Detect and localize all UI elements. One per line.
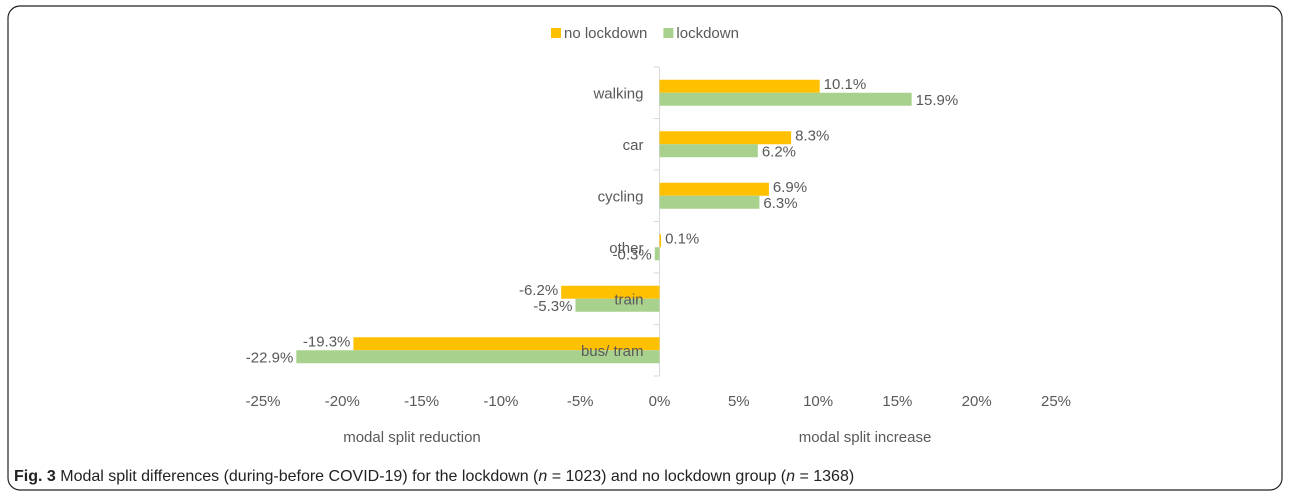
data-label: -5.3% — [533, 298, 572, 315]
data-label: -0.3% — [613, 247, 652, 264]
x-tick-label: -5% — [567, 393, 594, 410]
bar — [659, 131, 792, 145]
data-label: 6.9% — [773, 179, 807, 196]
x-tick-label: 20% — [962, 393, 992, 410]
bar — [659, 234, 662, 248]
data-label: 6.3% — [763, 195, 797, 212]
x-tick-label: -15% — [404, 393, 439, 410]
caption-text: = 1023) and no lockdown group ( — [547, 468, 787, 485]
y-tick-label: train — [614, 292, 643, 309]
frame — [7, 5, 1283, 491]
bar — [561, 285, 660, 299]
data-label: 8.3% — [795, 128, 829, 145]
caption-label: Fig. 3 — [14, 468, 56, 485]
legend-label: no lockdown — [564, 25, 647, 42]
legend-swatch — [663, 28, 674, 38]
data-label: -19.3% — [303, 334, 351, 351]
bar — [296, 350, 660, 364]
bar — [659, 92, 912, 106]
caption-text: n — [538, 468, 547, 485]
legend-label: lockdown — [676, 25, 739, 42]
y-tick-label: cycling — [598, 189, 644, 206]
y-tick-label: walking — [592, 86, 643, 103]
data-label: -22.9% — [246, 350, 294, 367]
x-tick-label: 0% — [649, 393, 671, 410]
bar — [575, 298, 660, 312]
x-tick-label: -10% — [483, 393, 518, 410]
x-tick-label: -20% — [325, 393, 360, 410]
y-tick-label: bus/ tram — [581, 343, 644, 360]
x-tick-label: 5% — [728, 393, 750, 410]
legend-swatch — [551, 28, 561, 38]
y-tick-label: other — [609, 240, 643, 257]
x-tick-label: 10% — [803, 393, 833, 410]
caption: Fig. 3 Modal split differences (during-b… — [14, 468, 854, 485]
caption-text: n — [786, 468, 795, 485]
bar — [353, 337, 660, 351]
data-label: -6.2% — [519, 282, 558, 299]
bar — [659, 182, 769, 196]
caption-text: Modal split differences (during-before C… — [60, 468, 539, 485]
x-axis-label-left: modal split reduction — [343, 429, 481, 446]
bar — [659, 144, 758, 158]
bar — [654, 247, 660, 261]
x-tick-label: 15% — [882, 393, 912, 410]
x-axis-label-right: modal split increase — [799, 429, 932, 446]
data-label: 10.1% — [824, 76, 867, 93]
y-tick-label: car — [623, 137, 644, 154]
data-label: 0.1% — [665, 231, 699, 248]
bar — [659, 195, 760, 209]
x-tick-label: 25% — [1041, 393, 1071, 410]
caption-text: = 1368) — [795, 468, 854, 485]
data-label: 6.2% — [762, 144, 796, 161]
data-label: 15.9% — [916, 92, 959, 109]
bar — [659, 79, 820, 93]
x-tick-label: -25% — [245, 393, 280, 410]
